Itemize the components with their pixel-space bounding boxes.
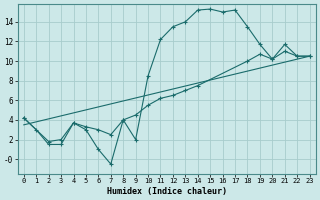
X-axis label: Humidex (Indice chaleur): Humidex (Indice chaleur) xyxy=(107,187,227,196)
